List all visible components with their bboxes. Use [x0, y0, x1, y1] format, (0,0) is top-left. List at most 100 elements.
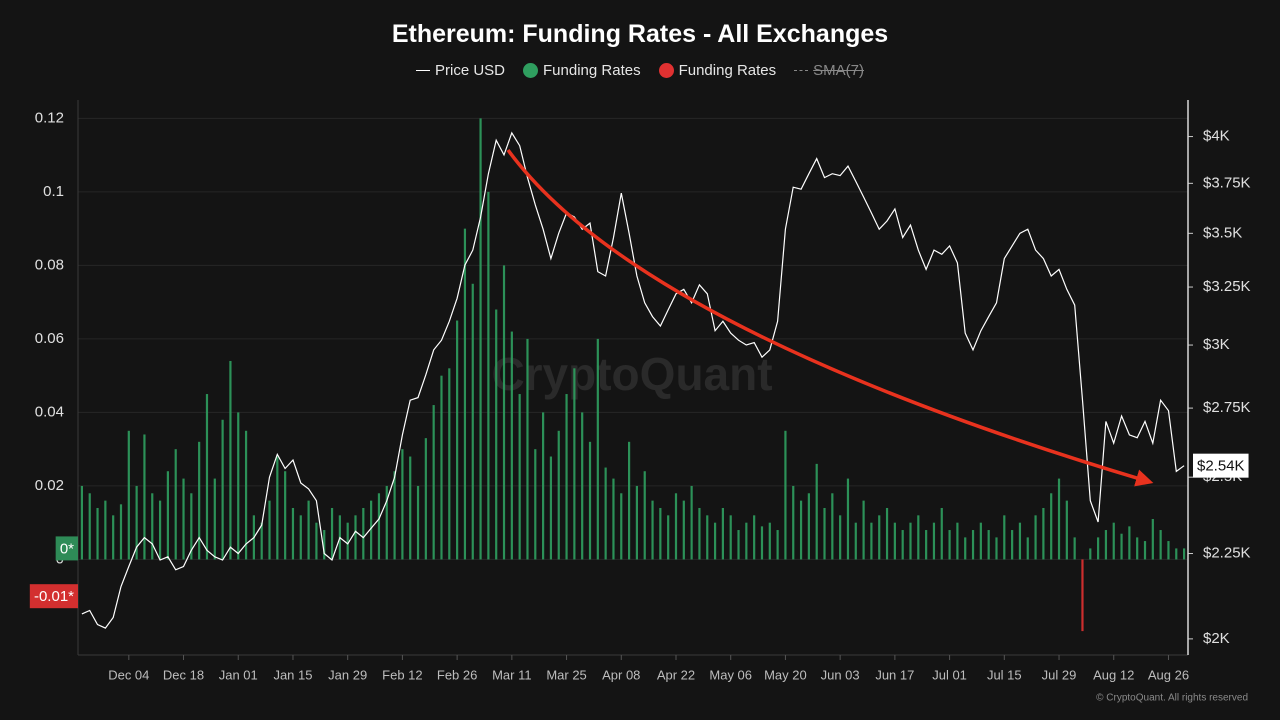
bar	[268, 500, 271, 560]
x-tick-label: Jan 15	[273, 667, 312, 682]
value-badge-label: 0*	[60, 540, 74, 557]
bar	[166, 471, 169, 560]
bar	[80, 485, 84, 560]
y2-tick-label: $2.25K	[1203, 544, 1251, 561]
bar	[205, 394, 209, 560]
bar	[370, 500, 373, 560]
bar	[1097, 537, 1100, 560]
x-tick-label: May 20	[764, 667, 807, 682]
bar	[635, 485, 639, 560]
bar	[885, 507, 889, 560]
bar	[158, 500, 162, 560]
bar	[456, 320, 459, 560]
y2-tick-label: $2.75K	[1203, 399, 1251, 416]
bar	[690, 485, 693, 560]
x-tick-label: Apr 08	[602, 667, 640, 682]
bar	[596, 338, 599, 560]
bar	[870, 522, 873, 560]
bar	[706, 515, 709, 560]
bar	[612, 478, 615, 560]
bar	[307, 500, 310, 560]
bar	[1089, 548, 1092, 560]
bar	[276, 456, 279, 560]
bar	[221, 419, 224, 560]
legend-label: Price USD	[435, 62, 506, 79]
x-tick-label: Mar 11	[492, 667, 532, 682]
bar	[143, 434, 146, 560]
bar	[1073, 537, 1076, 560]
x-tick-label: Aug 12	[1093, 667, 1134, 682]
bar	[815, 463, 818, 560]
bar	[354, 515, 357, 560]
bar	[698, 507, 701, 560]
bar	[119, 504, 123, 560]
bar	[1081, 559, 1084, 632]
y2-tick-label: $2K	[1203, 630, 1230, 647]
bar	[346, 522, 349, 560]
bar	[799, 500, 803, 560]
bar	[674, 493, 678, 560]
bar	[448, 368, 451, 560]
bar	[96, 507, 99, 560]
bar	[190, 493, 193, 560]
trend-arrow	[506, 148, 1154, 487]
bar	[432, 405, 435, 560]
bar	[643, 471, 646, 560]
bar	[1011, 530, 1014, 560]
legend-label: Funding Rates	[678, 62, 777, 79]
bar	[323, 530, 326, 560]
bar	[213, 478, 216, 560]
bar	[909, 522, 912, 560]
y2-tick-label: $3.5K	[1203, 224, 1242, 241]
legend-item[interactable]: Price USD	[416, 62, 505, 79]
bar	[1120, 533, 1123, 560]
legend-item[interactable]: SMA(7)	[794, 62, 864, 79]
bar	[627, 441, 631, 560]
bar	[502, 265, 506, 560]
bar	[667, 515, 670, 560]
bar	[440, 375, 443, 560]
bar	[1065, 500, 1068, 560]
legend-icon	[794, 70, 809, 71]
bar	[471, 283, 474, 560]
bar	[839, 515, 842, 560]
axes-layer: 00.020.040.060.080.10.12$2K$2.25K$2.5K$2…	[29, 100, 1251, 682]
bar	[581, 412, 584, 560]
bar	[549, 456, 553, 560]
bar	[854, 522, 857, 560]
bar	[1175, 548, 1178, 560]
bar	[299, 515, 302, 560]
x-tick-label: Feb 26	[437, 667, 477, 682]
x-tick-label: Jul 01	[932, 667, 967, 682]
bar	[198, 441, 201, 560]
bar	[948, 530, 951, 560]
bar	[823, 507, 826, 560]
bar	[112, 515, 115, 560]
bar	[964, 537, 967, 560]
y-tick-label: 0.06	[35, 330, 64, 347]
bar	[284, 471, 287, 560]
bar	[377, 493, 381, 560]
bar	[229, 360, 232, 560]
legend-item[interactable]: Funding Rates	[658, 62, 777, 79]
x-tick-label: Dec 04	[108, 667, 149, 682]
x-tick-label: Aug 26	[1148, 667, 1189, 682]
legend-item[interactable]: Funding Rates	[523, 62, 641, 79]
grid-layer	[78, 117, 1188, 560]
legend-label: Funding Rates	[543, 62, 641, 79]
bar	[1182, 548, 1186, 560]
value-badge	[29, 584, 78, 609]
bar	[565, 394, 568, 560]
bar	[979, 522, 982, 560]
bar	[1026, 537, 1029, 560]
y2-tick-label: $3.75K	[1203, 174, 1251, 191]
bar	[244, 430, 248, 560]
x-tick-label: Jul 29	[1042, 667, 1077, 682]
bar	[713, 522, 717, 560]
bar	[182, 478, 185, 560]
bar	[768, 522, 771, 560]
bar	[88, 493, 91, 560]
bar	[651, 500, 654, 560]
